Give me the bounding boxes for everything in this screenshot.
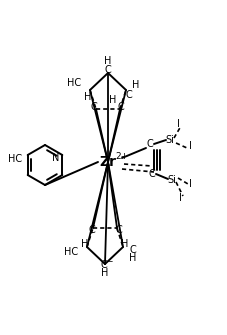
Text: C: C xyxy=(129,245,136,255)
Text: Si: Si xyxy=(167,175,176,185)
Text: HC: HC xyxy=(67,78,81,88)
Text: I: I xyxy=(178,193,181,203)
Text: N: N xyxy=(52,153,59,163)
Text: H: H xyxy=(104,56,111,66)
Text: C: C xyxy=(125,90,132,100)
Text: Si: Si xyxy=(165,135,174,145)
Text: I: I xyxy=(176,119,179,129)
Text: C: C xyxy=(117,102,124,112)
Text: −: − xyxy=(105,258,112,267)
Text: H: H xyxy=(101,268,108,278)
Text: C: C xyxy=(104,65,111,75)
Text: C: C xyxy=(115,225,122,235)
Text: H: H xyxy=(121,239,128,249)
Text: H: H xyxy=(84,92,91,102)
Text: Zr: Zr xyxy=(99,155,116,169)
Text: C: C xyxy=(148,169,155,179)
Text: H: H xyxy=(129,253,136,263)
Text: HC: HC xyxy=(8,154,22,164)
Text: H: H xyxy=(81,239,88,249)
Text: C: C xyxy=(88,225,95,235)
Text: H: H xyxy=(132,80,139,90)
Text: HC: HC xyxy=(64,247,78,257)
Text: H: H xyxy=(109,95,116,105)
Text: C: C xyxy=(146,139,153,149)
Text: 2+: 2+ xyxy=(115,152,128,161)
Text: I: I xyxy=(188,141,191,151)
Text: C: C xyxy=(90,102,97,112)
Text: I: I xyxy=(188,179,191,189)
Text: C: C xyxy=(100,260,107,270)
